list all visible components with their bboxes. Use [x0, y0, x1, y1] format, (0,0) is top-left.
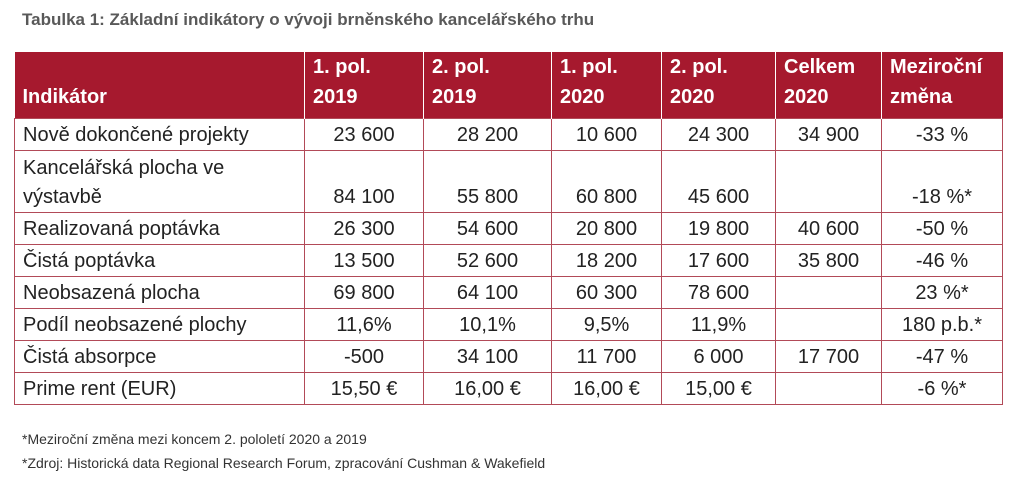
- table-cell: 10,1%: [423, 308, 552, 341]
- table-cell: -33 %: [881, 118, 1003, 151]
- table-cell: 16,00 €: [551, 372, 662, 405]
- row-label: Čistá poptávka: [14, 244, 305, 277]
- row-label: Realizovaná poptávka: [14, 212, 305, 245]
- table-cell: 35 800: [775, 244, 882, 277]
- table-cell: 11 700: [551, 340, 662, 373]
- table-row: Nově dokončené projekty 23 600 28 200 10 60…: [14, 118, 1003, 151]
- col-header-total-2020: Celkem 2020: [775, 52, 882, 119]
- table-row: Realizovaná poptávka 26 300 54 600 20 800 19…: [14, 212, 1003, 245]
- table-cell: 17 600: [661, 244, 776, 277]
- row-label: Neobsazená plocha: [14, 276, 305, 309]
- col-header-h1-2019: 1. pol. 2019: [304, 52, 424, 119]
- table-cell: 45 600: [661, 150, 776, 213]
- table-cell: 23 %*: [881, 276, 1003, 309]
- table-cell: -18 %*: [881, 150, 1003, 213]
- table-cell: 23 600: [304, 118, 424, 151]
- row-label: Nově dokončené projekty: [14, 118, 305, 151]
- table-cell: 69 800: [304, 276, 424, 309]
- row-label: Podíl neobsazené plochy: [14, 308, 305, 341]
- table-cell: 11,6%: [304, 308, 424, 341]
- table-cell: [775, 308, 882, 341]
- table-cell: 54 600: [423, 212, 552, 245]
- table-cell: 64 100: [423, 276, 552, 309]
- table-cell: 15,50 €: [304, 372, 424, 405]
- row-label: Kancelářská plocha ve výstavbě: [14, 150, 305, 213]
- table-cell: 24 300: [661, 118, 776, 151]
- table-cell: 84 100: [304, 150, 424, 213]
- table-row: Kancelářská plocha ve výstavbě 84 100 55 8…: [14, 150, 1003, 213]
- table-cell: 10 600: [551, 118, 662, 151]
- table-row: Čistá poptávka 13 500 52 600 18 200 17 600 35…: [14, 244, 1003, 277]
- table-cell: 6 000: [661, 340, 776, 373]
- table-cell: 60 300: [551, 276, 662, 309]
- table-cell: 180 p.b.*: [881, 308, 1003, 341]
- col-header-yoy-change: Meziroční změna: [881, 52, 1003, 119]
- table-row: Podíl neobsazené plochy 11,6% 10,1% 9,5% 11,…: [14, 308, 1003, 341]
- table-title: Tabulka 1: Základní indikátory o vývoji …: [22, 10, 595, 29]
- table-cell: 55 800: [423, 150, 552, 213]
- table-cell: [775, 150, 882, 213]
- table-cell: -50 %: [881, 212, 1003, 245]
- table-cell: 28 200: [423, 118, 552, 151]
- table-cell: 13 500: [304, 244, 424, 277]
- table-cell: 78 600: [661, 276, 776, 309]
- table-cell: 15,00 €: [661, 372, 776, 405]
- table-cell: [775, 276, 882, 309]
- table-cell: -46 %: [881, 244, 1003, 277]
- table-cell: -500: [304, 340, 424, 373]
- col-header-h2-2019: 2. pol. 2019: [423, 52, 552, 119]
- row-label: Prime rent (EUR): [14, 372, 305, 405]
- table-cell: 34 900: [775, 118, 882, 151]
- table-cell: 18 200: [551, 244, 662, 277]
- table-cell: 17 700: [775, 340, 882, 373]
- table-row: Čistá absorpce -500 34 100 11 700 6 000 17 70…: [14, 340, 1003, 373]
- table-cell: 19 800: [661, 212, 776, 245]
- table-row: Neobsazená plocha 69 800 64 100 60 300 78 60…: [14, 276, 1003, 309]
- table-cell: -47 %: [881, 340, 1003, 373]
- table-cell: 11,9%: [661, 308, 776, 341]
- indicators-table: Indikátor 1. pol. 2019 2. pol. 2019 1. pol…: [14, 52, 1003, 405]
- table-cell: [775, 372, 882, 405]
- footnote-yoy: *Meziroční změna mezi koncem 2. pololetí…: [22, 431, 367, 447]
- table-cell: 40 600: [775, 212, 882, 245]
- table-cell: 52 600: [423, 244, 552, 277]
- table-cell: 20 800: [551, 212, 662, 245]
- table-cell: 26 300: [304, 212, 424, 245]
- table-cell: 60 800: [551, 150, 662, 213]
- table-row: Prime rent (EUR) 15,50 €16,00 €16,00 €15,…: [14, 372, 1003, 405]
- header-row: Indikátor 1. pol. 2019 2. pol. 2019 1. pol…: [14, 52, 1003, 119]
- table-cell: -6 %*: [881, 372, 1003, 405]
- col-header-indicator: Indikátor: [14, 52, 305, 119]
- col-header-h2-2020: 2. pol. 2020: [661, 52, 776, 119]
- table-cell: 9,5%: [551, 308, 662, 341]
- table-cell: 16,00 €: [423, 372, 552, 405]
- row-label: Čistá absorpce: [14, 340, 305, 373]
- col-header-h1-2020: 1. pol. 2020: [551, 52, 662, 119]
- table-cell: 34 100: [423, 340, 552, 373]
- footnote-source: *Zdroj: Historická data Regional Researc…: [22, 455, 546, 471]
